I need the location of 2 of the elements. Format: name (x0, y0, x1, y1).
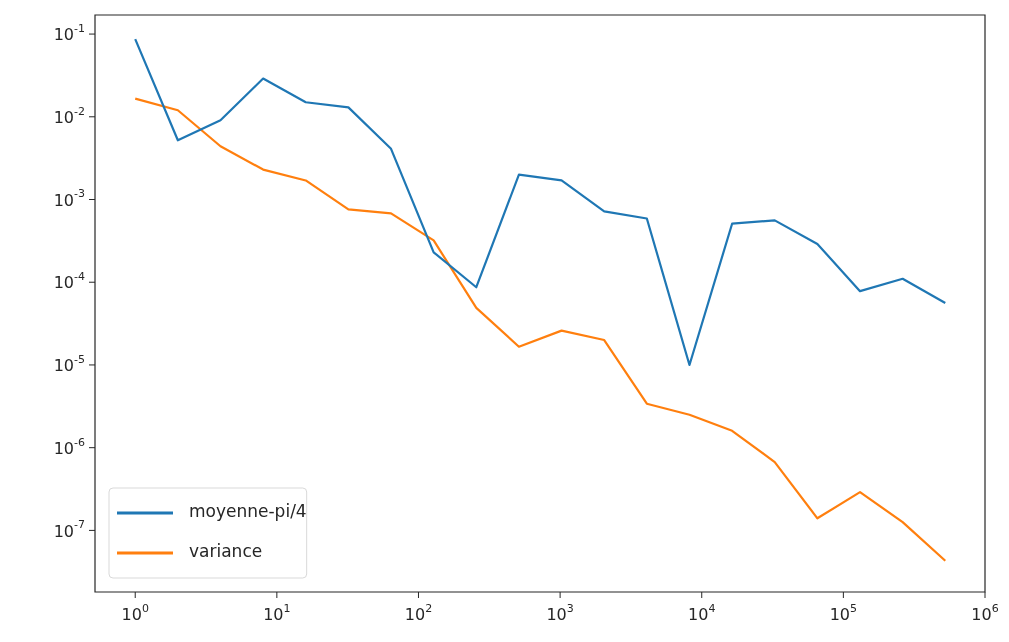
legend-label: variance (189, 541, 263, 562)
legend-label: moyenne-pi/4 (189, 501, 307, 522)
